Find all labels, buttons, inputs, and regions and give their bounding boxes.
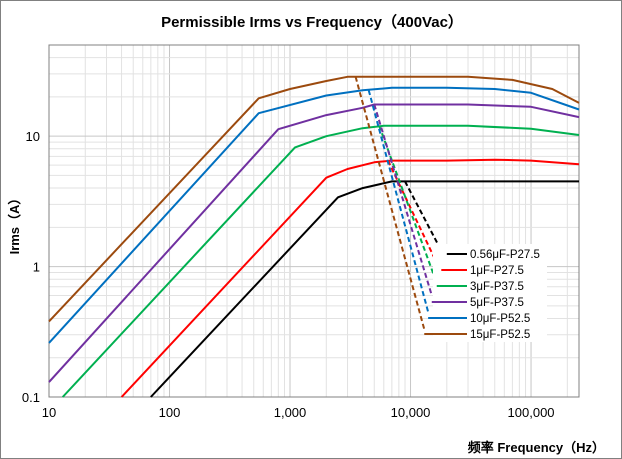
series-dashed-segment <box>367 89 430 313</box>
legend-label: 1μF-P27.5 <box>470 265 524 277</box>
legend: 0.56μF-P27.5 1μF-P27.5 3μF-P37.5 5μF-P37.5 1… <box>424 244 547 342</box>
legend-background <box>433 244 547 342</box>
series-layer <box>48 75 580 398</box>
series-line <box>48 75 580 323</box>
y-tick-label: 1 <box>33 260 40 275</box>
tick-layer: 10 100 1,000 10,000 100,000 0.1 1 10 <box>22 129 555 420</box>
x-tick-label: 10 <box>42 405 56 420</box>
series-dashed-segment <box>387 160 443 273</box>
x-tick-label: 100 <box>159 405 181 420</box>
series-line <box>61 124 580 398</box>
y-axis-title: Irms（A） <box>7 192 22 255</box>
plot-area-border <box>48 44 580 398</box>
series-dashed-segment <box>373 104 433 296</box>
legend-label: 5μF-P37.5 <box>470 297 524 309</box>
y-tick-label: 0.1 <box>22 390 40 405</box>
x-tick-label: 10,000 <box>391 405 431 420</box>
x-tick-label: 100,000 <box>508 405 555 420</box>
series-line <box>48 86 580 344</box>
series-line <box>150 180 579 398</box>
chart-title: Permissible Irms vs Frequency（400Vac） <box>161 13 463 31</box>
legend-label: 0.56μF-P27.5 <box>470 249 540 261</box>
y-tick-label: 10 <box>26 129 40 144</box>
legend-label: 3μF-P37.5 <box>470 281 524 293</box>
legend-label: 15μF-P52.5 <box>470 329 530 341</box>
series-dashed-segment <box>354 76 426 330</box>
legend-label: 10μF-P52.5 <box>470 313 530 325</box>
x-tick-label: 1,000 <box>274 405 307 420</box>
x-axis-title: 频率 Frequency（Hz） <box>468 440 605 455</box>
